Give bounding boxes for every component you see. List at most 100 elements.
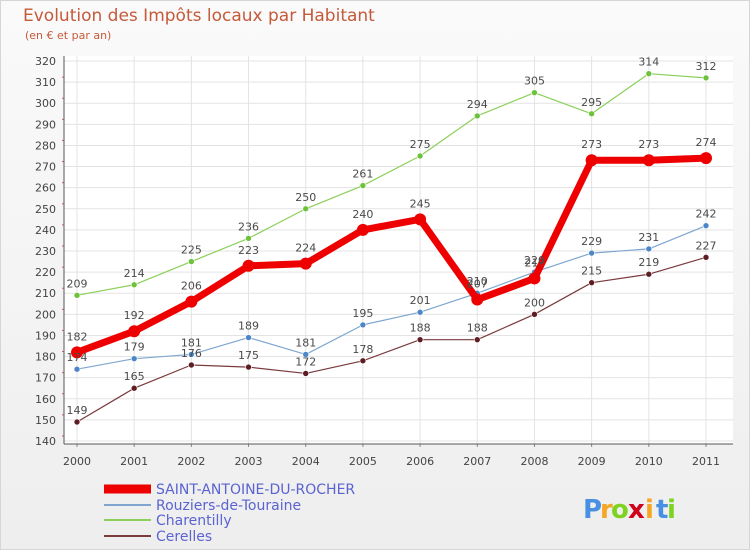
data-label: 210: [467, 275, 488, 288]
y-tick-label: 180: [35, 351, 56, 364]
data-point: [299, 257, 312, 270]
data-label: 188: [467, 322, 488, 335]
data-point: [359, 321, 367, 329]
data-point: [302, 351, 310, 358]
y-tick-label: 300: [35, 97, 56, 110]
data-point: [416, 308, 424, 316]
y-tick-label: 170: [35, 372, 56, 385]
data-point: [416, 152, 424, 160]
data-label: 175: [238, 349, 259, 362]
x-tick-label: 2007: [463, 455, 491, 468]
y-tick-label: 290: [35, 118, 56, 131]
data-point: [473, 112, 481, 120]
y-tick-label: 140: [35, 435, 56, 448]
data-label: 172: [295, 355, 316, 368]
y-tick-label: 250: [35, 203, 56, 216]
logo-letter: i: [667, 495, 676, 525]
legend-label: Charentilly: [156, 513, 232, 529]
y-tick-label: 200: [35, 308, 56, 321]
data-point: [588, 110, 595, 118]
data-point: [645, 70, 653, 77]
data-label: 188: [410, 322, 431, 335]
data-point: [73, 292, 81, 299]
logo-letter: P: [583, 495, 602, 525]
logo-letter: t: [656, 495, 668, 525]
data-label: 181: [295, 336, 316, 349]
data-label: 223: [238, 244, 259, 257]
x-tick-label: 2005: [349, 455, 377, 468]
y-tick-label: 320: [35, 55, 56, 68]
data-point: [588, 279, 595, 286]
data-label: 261: [352, 168, 373, 181]
series-line-cerelles: [76, 256, 707, 423]
x-tick-label: 2003: [235, 455, 263, 468]
data-point: [414, 213, 427, 226]
logo-letter: o: [611, 495, 629, 525]
data-label: 314: [638, 56, 659, 69]
y-tick-label: 210: [35, 287, 56, 300]
y-tick-label: 160: [35, 393, 56, 406]
data-point: [642, 154, 655, 167]
data-label: 189: [238, 320, 259, 333]
data-label: 273: [581, 138, 602, 151]
data-point: [702, 254, 710, 261]
data-label: 220: [524, 254, 545, 267]
data-point: [702, 74, 710, 82]
data-label: 240: [352, 208, 373, 221]
data-label: 179: [124, 341, 145, 354]
data-label: 250: [295, 191, 316, 204]
data-label: 206: [181, 280, 202, 293]
data-point: [130, 384, 138, 392]
data-label: 192: [124, 309, 145, 322]
data-label: 295: [581, 96, 602, 109]
data-point: [645, 270, 653, 278]
logo-letter: r: [600, 495, 613, 525]
x-tick-label: 2001: [120, 455, 148, 468]
series-line-rouziers-de-touraine: [76, 225, 707, 370]
data-point: [588, 249, 595, 257]
data-point: [73, 365, 81, 373]
data-point: [245, 334, 252, 341]
data-point: [188, 351, 195, 358]
data-point: [130, 355, 138, 362]
data-point: [245, 363, 252, 371]
data-point: [700, 152, 712, 165]
x-tick-label: 2010: [635, 455, 663, 468]
data-label: 242: [696, 208, 717, 221]
x-tick-label: 2008: [520, 455, 548, 468]
data-label: 273: [638, 138, 659, 151]
data-label: 207: [467, 278, 488, 291]
series-line-saint-antoine-du-rocher: [73, 154, 710, 356]
data-label: 236: [238, 220, 259, 233]
logo-letter: x: [628, 495, 645, 525]
data-label: 181: [181, 336, 202, 349]
data-label: 21?: [525, 256, 545, 269]
data-label: 201: [410, 294, 431, 307]
x-tick-label: 2006: [406, 455, 434, 468]
data-label: 209: [67, 277, 88, 290]
data-label: 200: [524, 296, 545, 309]
data-label: 312: [696, 60, 717, 73]
data-point: [585, 154, 598, 167]
data-point: [531, 311, 538, 318]
x-tick-label: 2004: [292, 455, 320, 468]
data-point: [702, 222, 710, 229]
data-point: [188, 361, 195, 369]
data-point: [471, 293, 484, 306]
chart-title: Evolution des Impôts locaux par Habitant: [23, 6, 375, 26]
data-point: [645, 245, 653, 253]
data-point: [416, 336, 424, 343]
data-label: 178: [352, 343, 373, 356]
data-label: 215: [581, 265, 602, 278]
data-label: 224: [295, 242, 316, 255]
data-point: [71, 346, 83, 359]
data-label: 182: [67, 330, 88, 343]
chart-subtitle: (en € et par an): [25, 29, 112, 42]
x-tick-label: 2011: [692, 455, 720, 468]
x-tick-label: 2000: [63, 455, 91, 468]
data-label: 231: [638, 231, 659, 244]
legend-label: SAINT-ANTOINE-DU-ROCHER: [156, 482, 355, 498]
data-point: [242, 259, 255, 272]
data-label: 219: [638, 256, 659, 269]
